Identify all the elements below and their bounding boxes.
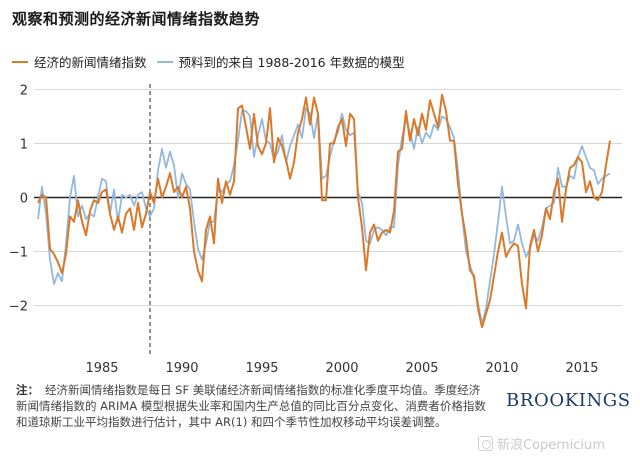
x-tick-label: 2000	[325, 361, 358, 376]
series-layer	[37, 93, 611, 329]
y-tick-label: −1	[9, 246, 28, 261]
camera-icon	[478, 436, 493, 451]
x-tick-label: 2010	[485, 361, 518, 376]
note-text: 经济新闻情绪指数是每日 SF 美联储经济新闻情绪指数的标准化季度平均值。季度经济…	[16, 383, 486, 429]
x-tick-label: 2005	[405, 361, 438, 376]
axis-layer	[34, 84, 622, 354]
legend-label-news: 经济的新闻情绪指数	[34, 55, 147, 70]
legend-swatch-news	[12, 60, 28, 63]
legend-item-news: 经济的新闻情绪指数	[12, 52, 147, 71]
chart-note: 注： 经济新闻情绪指数是每日 SF 美联储经济新闻情绪指数的标准化季度平均值。季度…	[16, 382, 486, 430]
x-tick-label: 2015	[565, 361, 598, 376]
weibo-watermark: 新浪Copernicium	[478, 434, 605, 453]
y-tick-label: −2	[9, 300, 28, 315]
watermark-text: 新浪Copernicium	[497, 438, 605, 453]
series-line-news	[37, 93, 611, 329]
chart-title: 观察和预测的经济新闻情绪指数趋势	[12, 10, 261, 28]
series-line-model	[37, 107, 611, 326]
y-tick-label: 1	[20, 137, 28, 152]
x-tick-label: 1995	[245, 361, 278, 376]
brookings-logo: BROOKINGS	[506, 390, 631, 411]
x-tick-label: 1985	[85, 361, 118, 376]
note-label: 注：	[16, 383, 39, 397]
x-tick-label: 1990	[165, 361, 198, 376]
legend-label-model: 预料到的来自 1988-2016 年数据的模型	[178, 55, 405, 70]
y-tick-label: 0	[20, 191, 28, 206]
chart-legend: 经济的新闻情绪指数 预料到的来自 1988-2016 年数据的模型	[12, 52, 415, 71]
line-chart: 2 1 0 −1 −2 1985 1990 1995 2000 2005 2010 2015	[9, 83, 622, 376]
tick-layer: 2 1 0 −1 −2 1985 1990 1995 2000 2005 2010 2015	[9, 83, 599, 376]
y-tick-label: 2	[20, 83, 28, 98]
legend-swatch-model	[156, 60, 173, 63]
legend-item-model: 预料到的来自 1988-2016 年数据的模型	[156, 52, 405, 71]
